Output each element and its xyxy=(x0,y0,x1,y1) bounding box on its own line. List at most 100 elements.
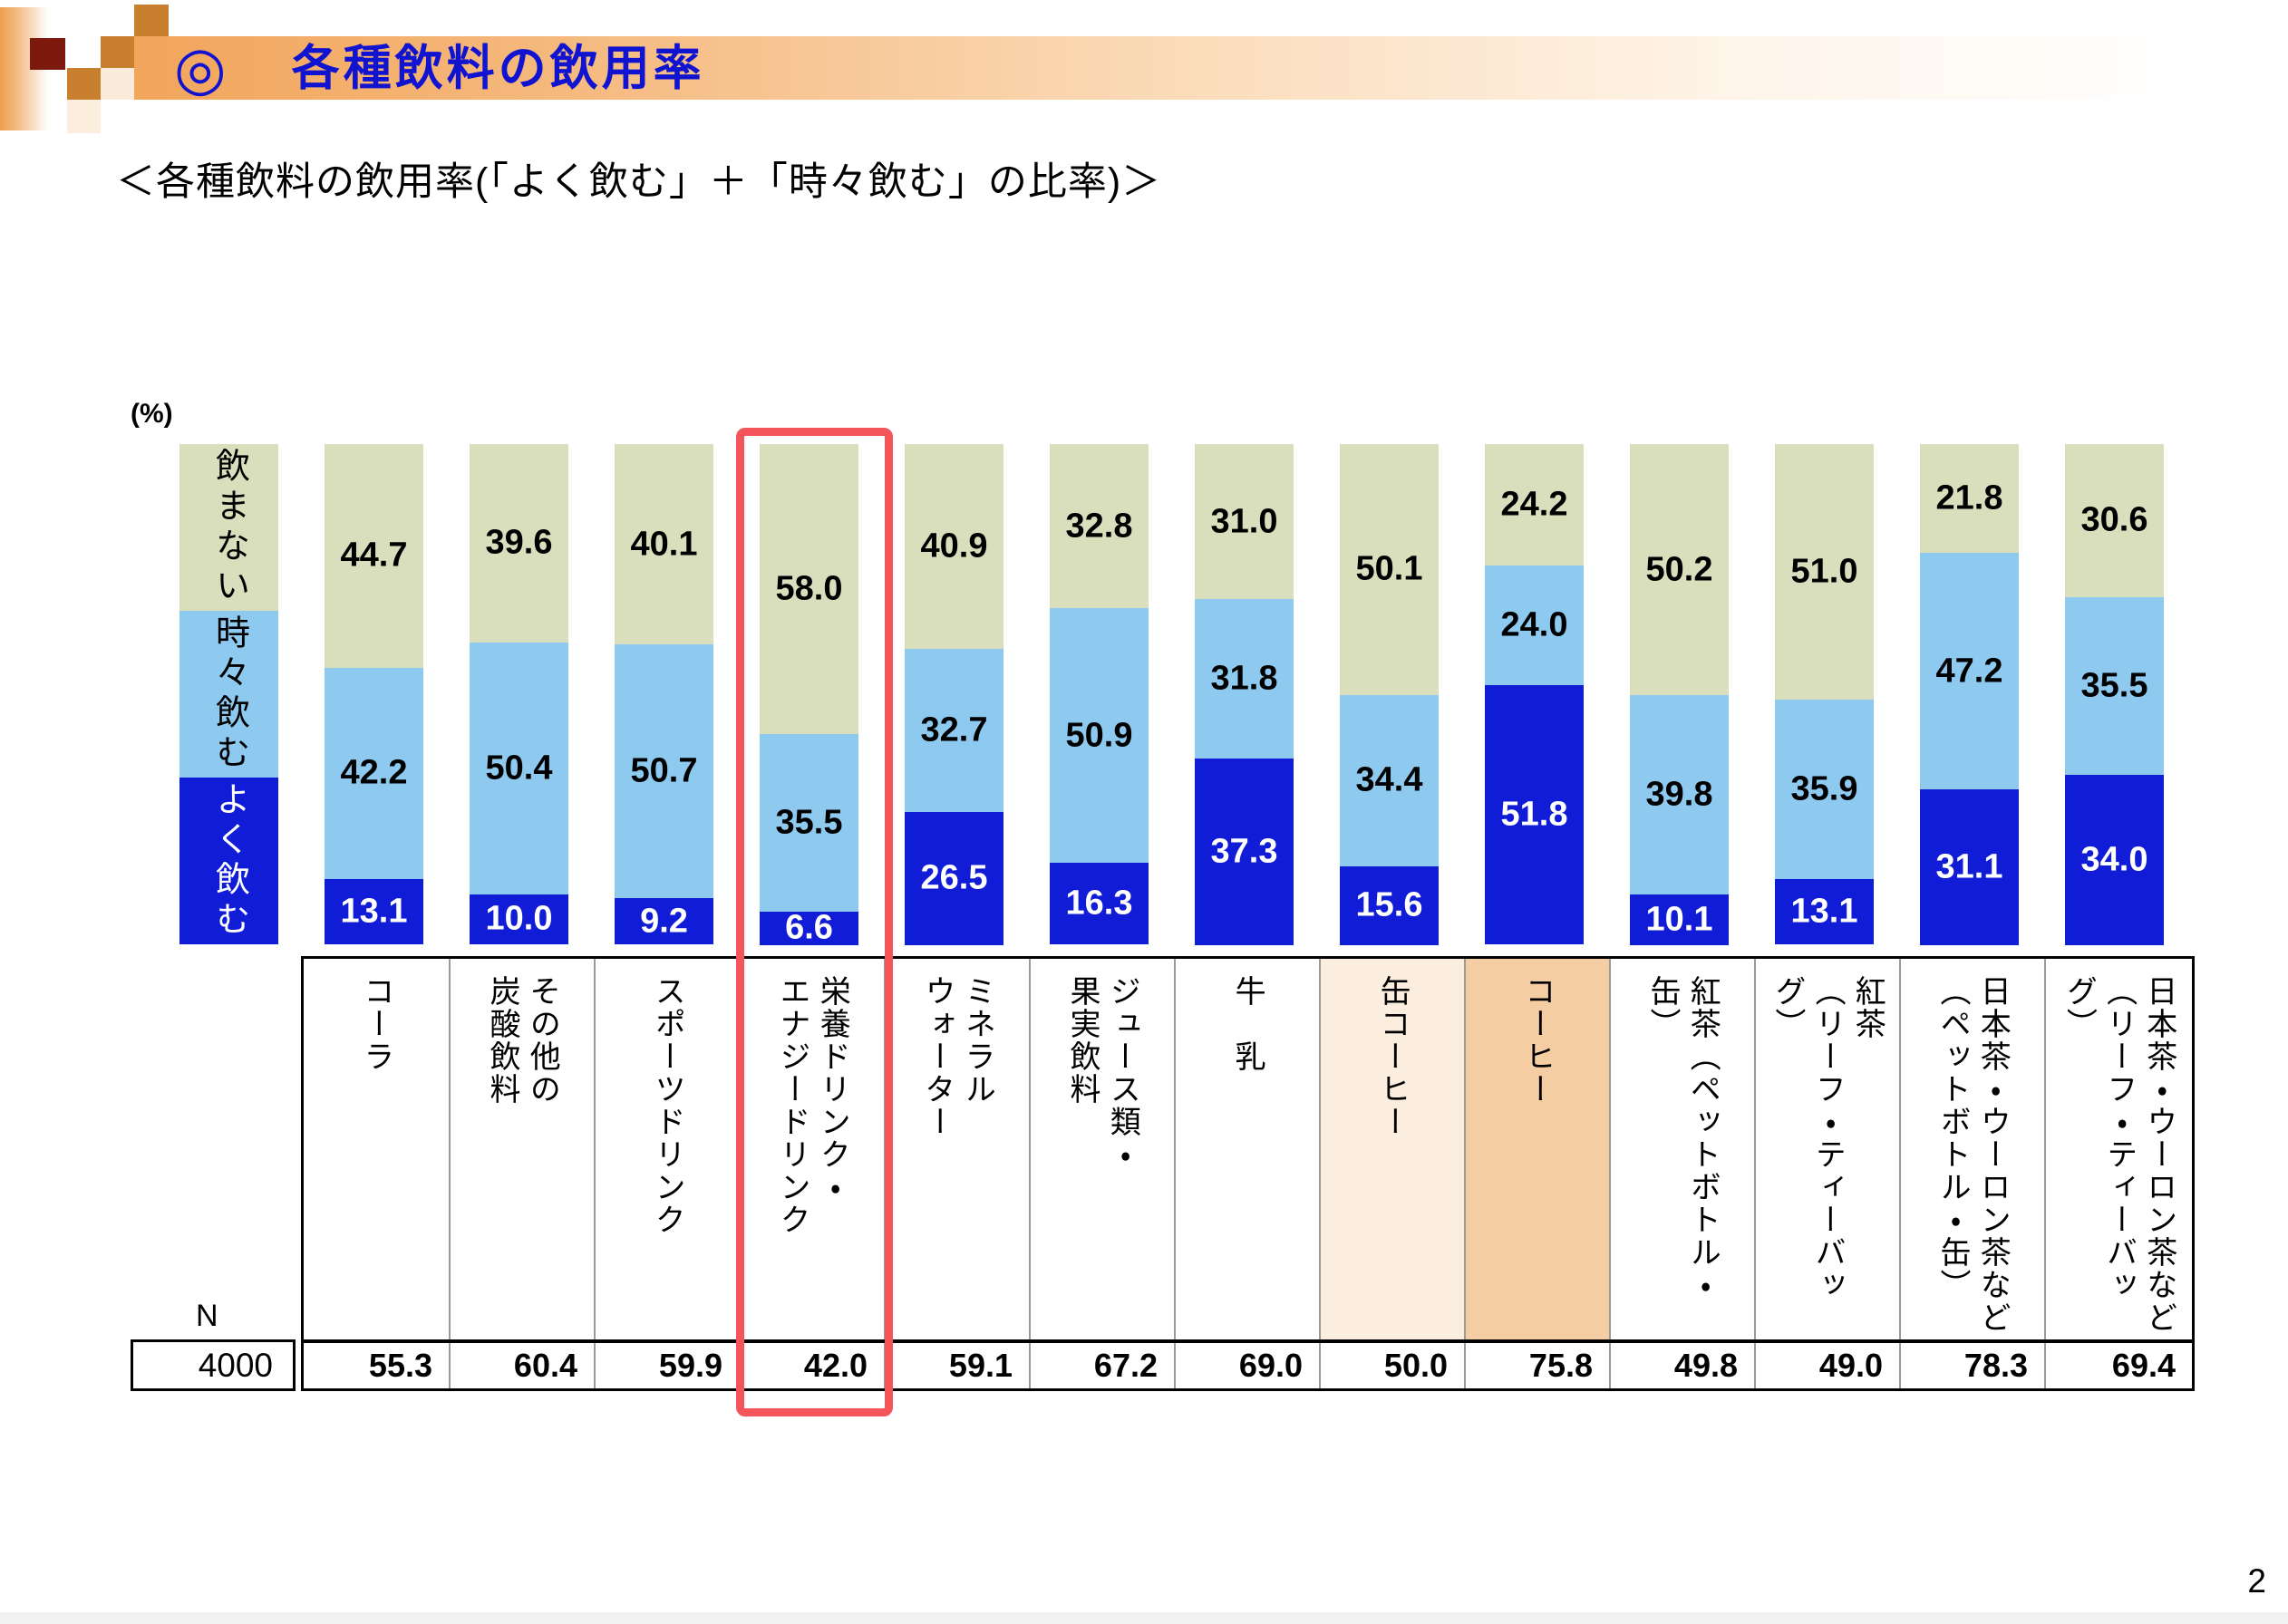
chart-bar: 44.7 42.2 13.1 xyxy=(325,444,423,944)
category-label: コーヒー xyxy=(1520,975,1556,1106)
header-band: ◎ 各種飲料の飲用率 xyxy=(134,36,2288,100)
bar-segment xyxy=(470,444,568,643)
n-value-cell: 49.0 xyxy=(1754,1343,1899,1388)
bar-segment xyxy=(905,444,1003,649)
chart-bar: 51.0 35.9 13.1 xyxy=(1775,444,1874,944)
bar-value-label: 21.8 xyxy=(1935,478,2003,517)
chart-bar: 50.1 34.4 15.6 xyxy=(1340,444,1439,945)
bar-segment xyxy=(760,912,858,945)
legend-bar: 飲まない時々飲むよく飲む xyxy=(179,444,278,944)
bar-value-label: 9.2 xyxy=(640,902,688,941)
bar-segment xyxy=(325,878,423,944)
bar-segment xyxy=(1775,878,1874,944)
bar-value-label: 50.7 xyxy=(630,751,698,790)
n-value-cell: 49.8 xyxy=(1609,1343,1754,1388)
bar-value-label: 47.2 xyxy=(1935,652,2003,691)
chart-bar: 30.6 35.5 34.0 xyxy=(2065,444,2164,945)
bar-value-label: 37.3 xyxy=(1210,832,1278,871)
bar-value-label: 34.4 xyxy=(1355,760,1423,799)
bar-value-label: 40.9 xyxy=(920,527,988,566)
chart-bar: 39.6 50.4 10.0 xyxy=(470,444,568,944)
n-row-label: N xyxy=(196,1299,218,1333)
bar-value-label: 6.6 xyxy=(785,908,833,947)
category-label: 缶コーヒー xyxy=(1375,975,1411,1138)
bar-value-label: 42.2 xyxy=(340,753,408,792)
category-label: 紅茶 （リーフ・ティーバッグ） xyxy=(1769,975,1886,1301)
bar-segment xyxy=(760,734,858,913)
legend-segment: 飲まない xyxy=(179,444,278,611)
bar-segment xyxy=(1050,863,1149,944)
category-cell: ミネラル ウォーター xyxy=(884,959,1029,1339)
bar-value-label: 50.9 xyxy=(1065,716,1133,755)
bar-value-label: 32.7 xyxy=(920,710,988,749)
title-bullet-icon: ◎ xyxy=(174,34,227,102)
bar-value-label: 35.9 xyxy=(1790,769,1858,808)
legend-label: 飲まない xyxy=(209,448,248,607)
decorative-square xyxy=(67,68,101,100)
n-value-row: 55.3 60.4 59.9 42.0 59.1 67.2 69.0 50.0 75.8 49.8… xyxy=(301,1339,2195,1391)
category-label: ミネラル ウォーター xyxy=(920,975,995,1138)
bar-value-label: 35.5 xyxy=(775,803,843,842)
n-value-cell: 69.0 xyxy=(1174,1343,1319,1388)
bar-segment xyxy=(1195,444,1294,600)
page-number: 2 xyxy=(2247,1562,2266,1600)
n-value-cell: 55.3 xyxy=(368,1347,432,1384)
bar-segment xyxy=(1775,444,1874,700)
bar-segment xyxy=(470,642,568,894)
bar-value-label: 10.1 xyxy=(1645,900,1713,939)
decorative-square xyxy=(101,36,134,68)
bar-value-label: 30.6 xyxy=(2080,500,2148,539)
category-cell: 紅茶（ペットボトル・缶） xyxy=(1609,959,1754,1339)
chart-bar: 58.0 35.5 6.6 xyxy=(760,444,858,947)
category-cell: 紅茶 （リーフ・ティーバッグ） xyxy=(1754,959,1899,1339)
bar-segment xyxy=(1920,788,2019,945)
legend-label: 時々飲む xyxy=(209,614,248,774)
category-cell: 栄養ドリンク・ エナジードリンク xyxy=(739,959,884,1339)
bottom-edge xyxy=(0,1612,2288,1624)
n-total-cell: 4000 xyxy=(131,1339,296,1391)
bar-segment xyxy=(1195,758,1294,945)
category-cell: その他の 炭酸飲料 xyxy=(449,959,594,1339)
bar-value-label: 34.0 xyxy=(2080,840,2148,879)
n-value-cell: 69.4 xyxy=(2044,1343,2192,1388)
bar-segment xyxy=(905,812,1003,945)
bar-segment xyxy=(1630,695,1729,894)
bar-segment xyxy=(2065,774,2164,945)
n-value-cell: 60.4 xyxy=(449,1343,594,1388)
bar-value-label: 24.0 xyxy=(1500,605,1568,644)
bar-segment xyxy=(1630,444,1729,696)
highlight-red-box xyxy=(736,428,893,1416)
category-label: ジュース類・ 果実飲料 xyxy=(1065,975,1140,1171)
bar-value-label: 15.6 xyxy=(1355,885,1423,924)
bar-segment xyxy=(905,648,1003,813)
bar-value-label: 13.1 xyxy=(1790,892,1858,931)
bar-segment xyxy=(1485,565,1584,686)
category-label: 紅茶（ペットボトル・缶） xyxy=(1645,975,1721,1301)
bar-segment xyxy=(1340,694,1439,867)
category-cell: コーラ xyxy=(304,959,449,1339)
bar-value-label: 10.0 xyxy=(485,899,553,938)
chart-bar: 21.8 47.2 31.1 xyxy=(1920,444,2019,945)
category-label: コーラ xyxy=(359,975,394,1073)
category-label: 栄養ドリンク・ エナジードリンク xyxy=(775,975,850,1236)
bar-value-label: 31.8 xyxy=(1210,659,1278,698)
category-table: コーラ その他の 炭酸飲料 スポーツドリンク 栄養ドリンク・ エナジードリンク ミネラル… xyxy=(301,956,2195,1339)
legend-label: よく飲む xyxy=(209,781,248,941)
bar-segment xyxy=(325,667,423,879)
chart-bar: 40.9 32.7 26.5 xyxy=(905,444,1003,945)
decorative-square xyxy=(134,5,169,37)
bar-segment xyxy=(1340,866,1439,945)
bar-segment xyxy=(1775,699,1874,879)
chart-bar: 40.1 50.7 9.2 xyxy=(615,444,713,944)
bar-value-label: 31.0 xyxy=(1210,502,1278,541)
bar-segment xyxy=(470,894,568,944)
bar-segment xyxy=(1920,553,2019,789)
page-title: 各種飲料の飲用率 xyxy=(291,41,705,95)
bar-segment xyxy=(1050,608,1149,863)
chart-bar: 31.0 31.8 37.3 xyxy=(1195,444,1294,945)
bar-segment xyxy=(760,444,858,735)
bar-segment xyxy=(325,444,423,668)
bar-value-label: 39.6 xyxy=(485,523,553,562)
bar-value-label: 26.5 xyxy=(920,858,988,897)
